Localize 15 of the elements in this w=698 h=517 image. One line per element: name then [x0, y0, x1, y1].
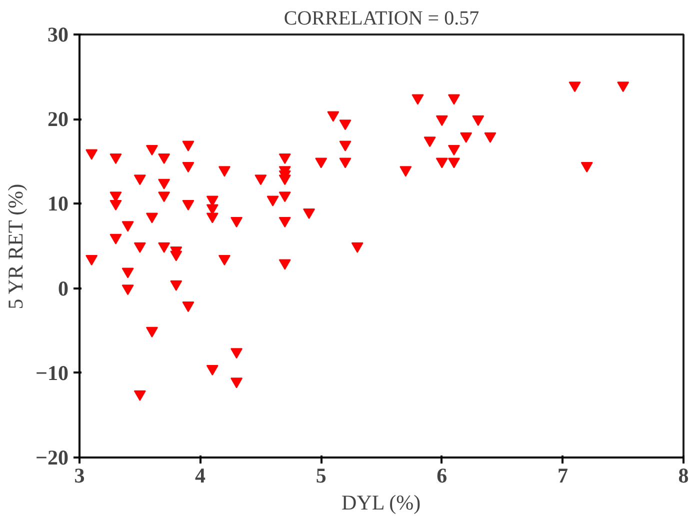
- y-tick-label: −20: [36, 446, 68, 470]
- x-tick-label: 8: [678, 464, 689, 488]
- chart-title: CORRELATION = 0.57: [284, 8, 480, 30]
- y-tick-label: 0: [58, 276, 68, 300]
- x-tick-label: 4: [195, 464, 206, 488]
- x-tick-label: 5: [316, 464, 326, 488]
- x-tick-label: 3: [74, 464, 85, 488]
- y-tick-label: 30: [48, 22, 68, 46]
- y-tick-label: 10: [48, 192, 68, 216]
- y-axis-title: 5 YR RET (%): [4, 184, 28, 310]
- y-tick-label: −10: [36, 360, 68, 385]
- y-tick-label: 20: [48, 107, 68, 132]
- x-tick-label: 7: [557, 464, 568, 488]
- x-axis-title: DYL (%): [342, 490, 421, 514]
- x-tick-label: 6: [436, 464, 448, 488]
